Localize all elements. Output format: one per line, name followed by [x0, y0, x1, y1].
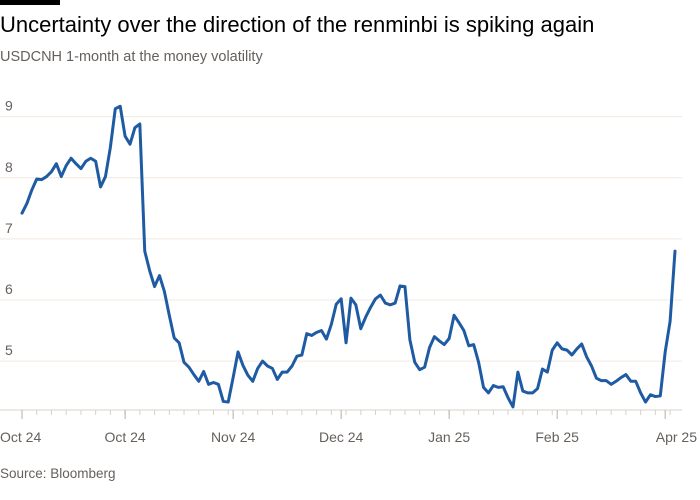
x-tick-label: Jan 25 [428, 429, 470, 445]
y-tick-label: 5 [5, 342, 13, 358]
y-tick-label: 7 [5, 220, 13, 236]
x-tick-label: Oct 24 [0, 429, 41, 445]
x-tick-label: Oct 24 [104, 429, 145, 445]
x-tick-labels: Oct 24 Oct 24 Nov 24 Dec 24 Jan 25 Feb 25 Apr … [0, 429, 697, 445]
series-lines [20, 104, 677, 409]
source-note: Source: Bloomberg [0, 466, 116, 481]
x-tick-label: Feb 25 [535, 429, 579, 445]
chart-title: Uncertainty over the direction of the re… [0, 12, 595, 37]
x-tick-label: Apr 25 [656, 429, 697, 445]
chart-subtitle: USDCNH 1-month at the money volatility [0, 49, 263, 65]
series-line [20, 104, 677, 409]
y-tick-labels: 5 6 7 8 9 [5, 98, 13, 358]
x-axis [0, 409, 682, 419]
x-tick-label: Nov 24 [211, 429, 256, 445]
brand-bar [0, 0, 60, 5]
y-tick-label: 9 [5, 98, 13, 114]
y-tick-label: 6 [5, 281, 13, 297]
gridlines [0, 116, 682, 362]
x-tick-label: Dec 24 [319, 429, 364, 445]
y-tick-label: 8 [5, 159, 13, 175]
